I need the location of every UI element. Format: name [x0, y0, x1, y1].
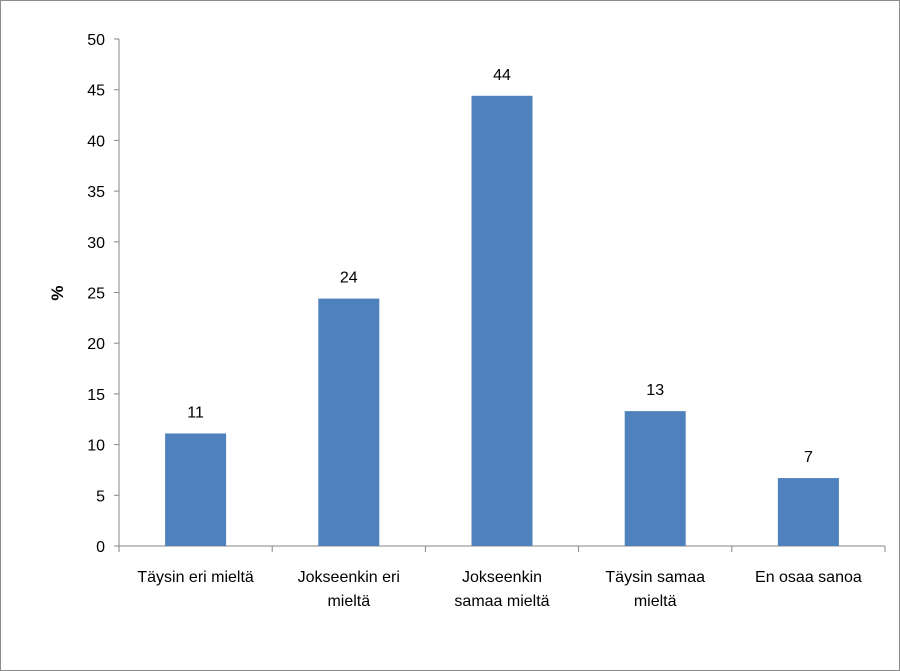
y-tick-label: 15	[87, 387, 105, 404]
category-label: Täysin eri mieltä	[137, 569, 254, 586]
category-label: mieltä	[327, 593, 370, 610]
data-label: 44	[493, 67, 511, 84]
data-label: 7	[804, 449, 813, 466]
bar	[777, 478, 839, 546]
category-label: Jokseenkin	[462, 569, 542, 586]
bar	[471, 95, 533, 546]
category-label: Jokseenkin eri	[298, 569, 400, 586]
y-tick-label: 35	[87, 184, 105, 201]
y-tick-label: 0	[96, 539, 105, 556]
y-tick-label: 40	[87, 133, 105, 150]
bar	[318, 298, 380, 546]
y-tick-label: 45	[87, 83, 105, 100]
y-tick-label: 30	[87, 235, 105, 252]
y-axis-title: %	[48, 285, 67, 300]
y-tick-label: 5	[96, 488, 105, 505]
y-tick-label: 20	[87, 336, 105, 353]
y-tick-label: 25	[87, 286, 105, 303]
category-label: Täysin samaa	[605, 569, 705, 586]
y-tick-label: 50	[87, 32, 105, 49]
data-label: 11	[187, 404, 204, 421]
bar	[165, 433, 227, 546]
category-label: mieltä	[634, 593, 677, 610]
y-tick-label: 10	[87, 438, 105, 455]
bar	[624, 411, 686, 546]
category-label: samaa mieltä	[454, 593, 549, 610]
data-label: 24	[340, 270, 358, 287]
data-label: 13	[646, 382, 664, 399]
category-label: En osaa sanoa	[755, 569, 862, 586]
